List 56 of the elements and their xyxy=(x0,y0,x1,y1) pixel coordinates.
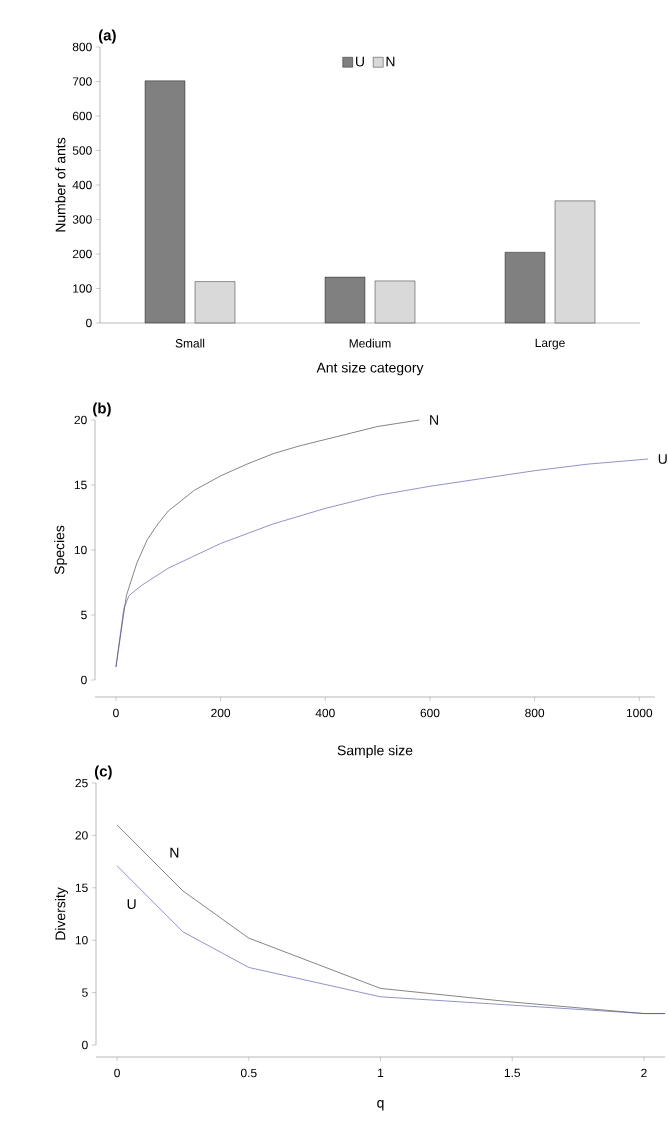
x-tick-label: 200 xyxy=(211,708,231,718)
legend-label: N xyxy=(386,56,395,67)
x-axis-title: q xyxy=(377,1100,384,1111)
x-tick-label: 600 xyxy=(420,708,440,718)
y-tick-label: 0 xyxy=(82,1040,88,1050)
x-tick-label: 1000 xyxy=(626,708,653,718)
y-tick-label: 5 xyxy=(82,988,88,997)
y-tick-label: 5 xyxy=(81,610,87,620)
x-tick-label: Medium xyxy=(349,338,391,348)
line-series xyxy=(115,458,649,668)
y-tick-label: 10 xyxy=(74,545,87,555)
y-tick-label: 200 xyxy=(72,249,92,259)
x-tick-label: 2 xyxy=(641,1068,647,1078)
series-label: N xyxy=(170,847,179,858)
x-tick-label: Small xyxy=(175,338,205,348)
chart-title: (a) xyxy=(98,29,116,44)
x-tick-label: 1.5 xyxy=(504,1068,521,1078)
x-tick-label: 800 xyxy=(525,708,545,718)
y-axis-title: Species xyxy=(54,525,68,575)
y-tick-label: 800 xyxy=(72,42,92,52)
bar xyxy=(554,200,596,324)
chart-title: (b) xyxy=(93,402,111,417)
bar xyxy=(194,281,236,324)
y-tick-label: 600 xyxy=(72,111,92,121)
bar xyxy=(374,280,416,324)
series-label: U xyxy=(658,454,667,464)
y-tick-label: 10 xyxy=(75,935,88,945)
y-tick-label: 20 xyxy=(74,415,87,425)
bar xyxy=(324,276,366,324)
y-tick-label: 0 xyxy=(81,675,87,685)
x-tick-label: Large xyxy=(535,338,565,350)
series-label: U xyxy=(127,899,136,910)
y-tick-label: 25 xyxy=(75,778,88,788)
x-tick-label: 0.5 xyxy=(240,1068,257,1078)
y-tick-label: 15 xyxy=(74,480,87,490)
y-tick-label: 0 xyxy=(86,318,92,328)
y-tick-label: 300 xyxy=(72,215,92,224)
bar xyxy=(504,252,546,324)
y-axis-title: Diversity xyxy=(55,887,69,940)
y-tick-label: 700 xyxy=(72,77,92,86)
series-label: N xyxy=(430,415,438,425)
y-axis-title: Number of ants xyxy=(55,137,66,232)
x-axis-title: Sample size xyxy=(337,745,413,759)
legend-label: U xyxy=(356,56,364,67)
y-tick-label: 500 xyxy=(72,146,92,155)
chart-title: (c) xyxy=(94,765,112,780)
x-tick-label: 1 xyxy=(378,1068,384,1077)
bar xyxy=(144,80,186,324)
x-tick-label: 0 xyxy=(113,708,119,718)
x-tick-label: 0 xyxy=(114,1068,120,1078)
x-tick-label: 400 xyxy=(315,708,335,718)
y-tick-label: 100 xyxy=(73,284,92,293)
y-tick-label: 15 xyxy=(75,883,88,892)
y-tick-label: 400 xyxy=(72,180,92,190)
y-tick-label: 20 xyxy=(75,831,88,840)
x-axis-title: Ant size category xyxy=(316,362,424,376)
